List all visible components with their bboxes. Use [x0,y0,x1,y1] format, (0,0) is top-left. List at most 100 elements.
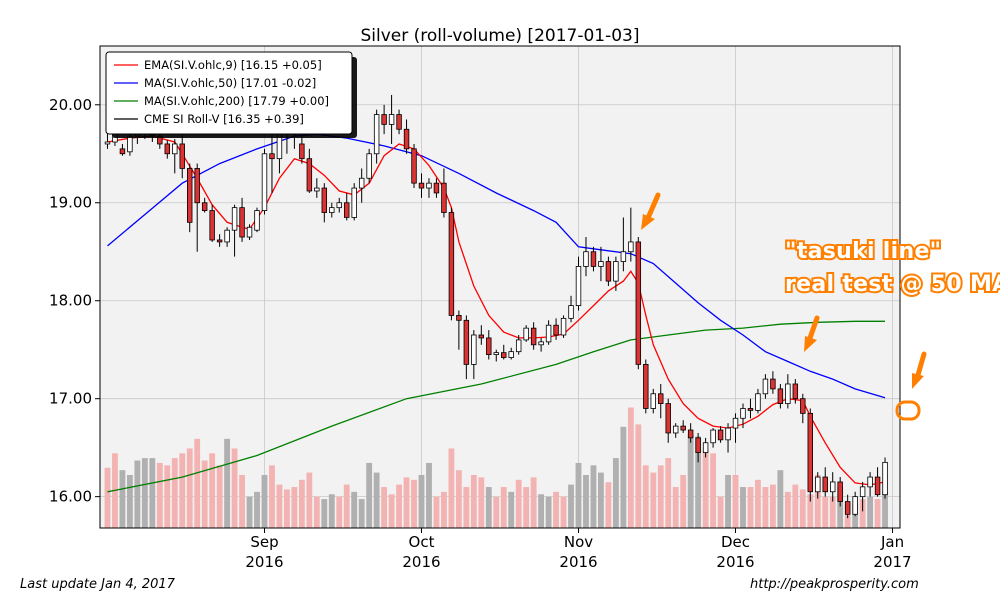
candle-body [373,114,380,155]
volume-bar [239,474,245,528]
candle [762,374,769,399]
candle [725,423,731,453]
volume-bar [418,474,425,528]
candle-body [613,261,619,282]
volume-bar [725,474,731,528]
legend-label: EMA(SI.V.ohlc,9) [16.15 +0.05] [144,58,322,72]
volume-bar [441,491,447,528]
candle [829,472,836,502]
candle-body [560,317,567,336]
volume-bar [156,462,163,528]
x-tick-year: 2016 [716,553,754,571]
volume-bar [336,496,343,528]
volume-bar [201,460,208,528]
candle-body [321,187,328,213]
y-tick-label: 18.00 [49,292,92,310]
volume-bar [717,496,724,528]
candle-body [844,501,851,515]
candle [358,168,365,203]
volume-bar [583,474,589,528]
volume-bar [642,465,649,528]
volume-bar [560,496,567,528]
candle [837,477,843,507]
x-tick-year: 2016 [245,553,283,571]
candle-body [762,378,769,395]
candle-body [164,143,171,155]
candle [695,432,701,463]
candle-body [239,207,245,238]
candle [605,256,612,287]
candle [508,347,514,360]
candle-body [583,251,589,267]
chart-title: Silver (roll-volume) [2017-01-03] [361,26,640,46]
candle [538,337,544,352]
candle-body [441,182,447,213]
volume-bar [366,462,373,528]
candle [560,315,567,338]
volume-bar [867,496,874,528]
volume-bar [119,470,126,528]
candle-body [800,398,806,414]
volume-bar [448,448,455,528]
candle [643,359,649,414]
candle-body [515,339,522,353]
candle [800,393,806,424]
candle-body [643,363,649,409]
volume-bar [194,438,201,528]
volume-bar [882,491,888,528]
volume-bar [545,496,552,528]
legend-label: MA(SI.V.ohlc,200) [17.79 +0.00] [144,94,329,108]
volume-bar [859,499,866,528]
volume-bar [291,487,298,528]
candle [448,207,455,321]
x-tick-month: Jan [880,533,904,551]
candle [523,325,529,342]
candle-body [777,388,784,404]
candle [658,383,664,419]
volume-bar [164,465,171,528]
legend-label: MA(SI.V.ohlc,50) [17.01 -0.02] [144,76,316,90]
volume-bar [500,487,507,528]
y-tick-label: 19.00 [49,194,92,212]
volume-bar [829,496,836,528]
candle-body [366,153,372,179]
volume-bar [762,487,769,528]
annotation-tasuki-line: "tasuki line" [785,239,941,264]
candle [216,234,223,247]
volume-bar [126,474,133,528]
volume-bar [216,465,223,528]
candle [172,139,178,174]
target-ellipse-icon [895,400,921,421]
candle [314,178,320,198]
volume-bar [814,474,821,528]
candle-body [867,476,873,488]
candle [575,256,582,311]
candle-body [530,327,537,346]
candle [613,256,619,291]
candle-body [254,210,260,231]
volume-bar [568,484,574,528]
candle-body [471,334,477,365]
candle-body [710,429,716,444]
x-tick-month: Sep [250,533,278,551]
candle [687,423,694,443]
volume-bar [433,496,440,528]
x-tick-year: 2016 [402,553,440,571]
candle [867,472,873,497]
candle-body [687,429,694,439]
candle-body [665,403,671,434]
candle [553,318,559,340]
candle-body [433,182,440,194]
volume-bar [755,479,761,528]
volume-bar [209,453,216,528]
candle [433,178,440,198]
volume-bar [276,484,283,528]
candle-body [815,476,821,493]
candle [493,349,499,362]
candle-body [523,327,529,341]
legend-label: CME SI Roll-V [16.35 +0.39] [144,112,304,126]
volume-bar [298,479,305,528]
candle-body [194,168,200,204]
indicator-lines [107,133,886,493]
source-url: http://peakprosperity.com [750,577,919,592]
